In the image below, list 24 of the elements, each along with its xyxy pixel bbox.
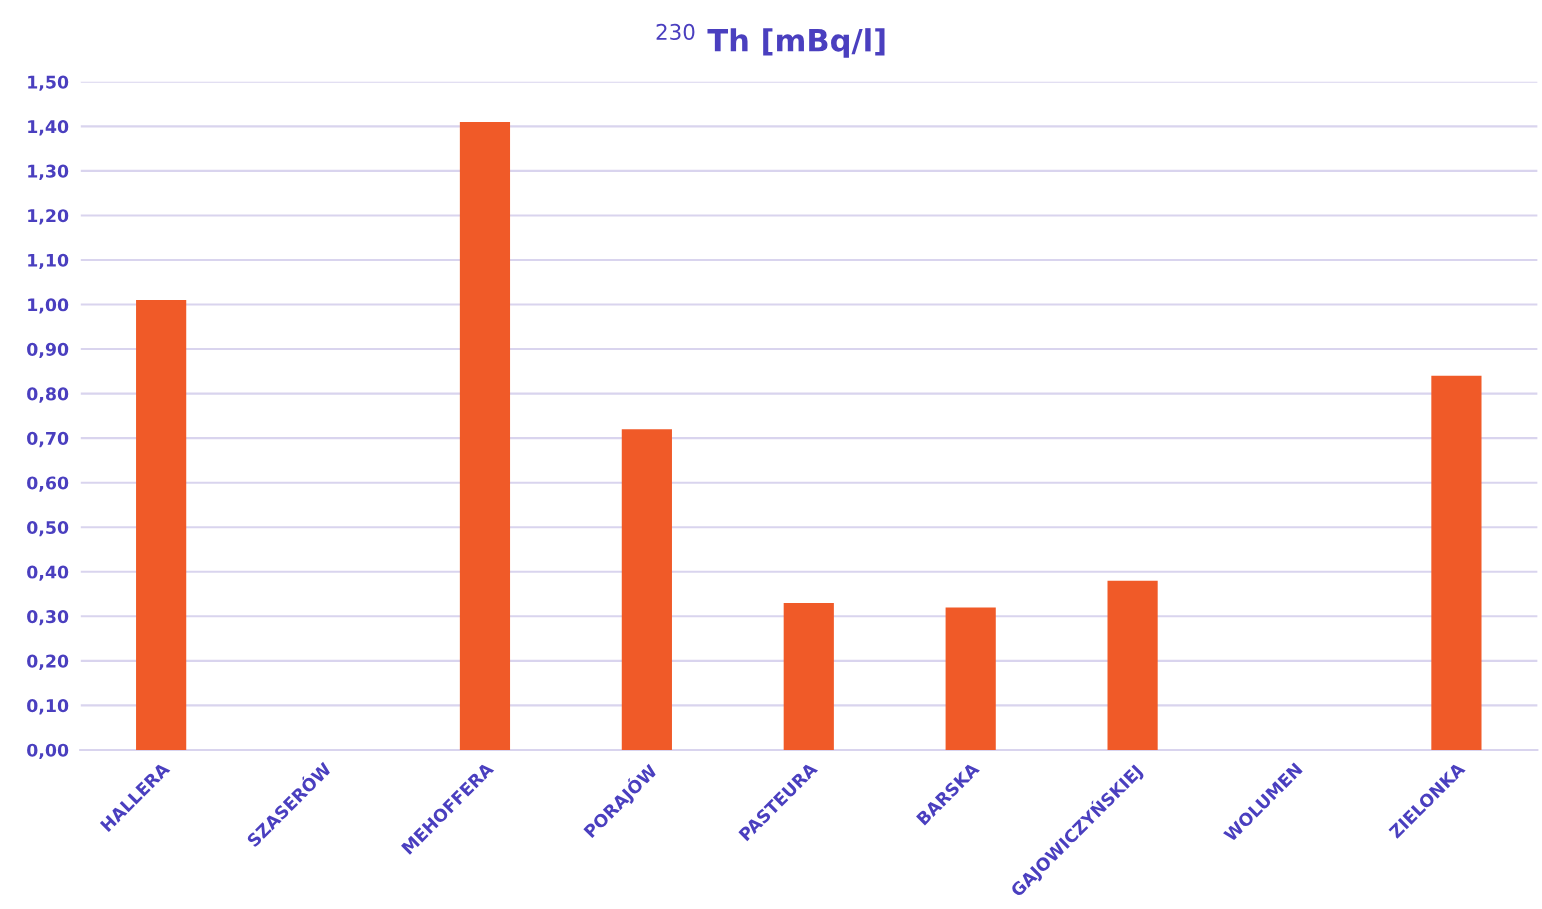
bar	[1107, 580, 1158, 750]
y-tick-label: 0,70	[27, 431, 69, 448]
y-tick-label: 0,40	[27, 565, 69, 581]
bar	[459, 121, 511, 750]
y-tick-label: 0,20	[27, 654, 69, 670]
y-tick-label: 1,00	[28, 298, 69, 314]
chart-title: $^{230}$ Th [mBq/l]	[656, 23, 885, 58]
y-tick-label: 0,90	[27, 342, 69, 359]
y-tick-label: 1,10	[28, 253, 69, 270]
bar	[136, 300, 187, 750]
y-tick-label: 0,00	[27, 743, 69, 759]
y-tick-label: 1,20	[28, 209, 69, 225]
bar	[621, 429, 672, 750]
y-tick-label: 1,40	[28, 120, 69, 136]
y-tick-label: 0,30	[27, 610, 69, 626]
y-tick-label: 0,60	[27, 476, 69, 492]
bar	[1431, 375, 1482, 750]
y-tick-label: 1,30	[28, 164, 69, 180]
y-tick-label: 0,10	[27, 699, 69, 715]
bar	[783, 602, 834, 750]
bar	[945, 607, 996, 750]
y-tick-label: 0,80	[27, 387, 69, 403]
y-tick-label: 0,50	[27, 520, 69, 537]
y-tick-label: 1,50	[28, 75, 69, 91]
